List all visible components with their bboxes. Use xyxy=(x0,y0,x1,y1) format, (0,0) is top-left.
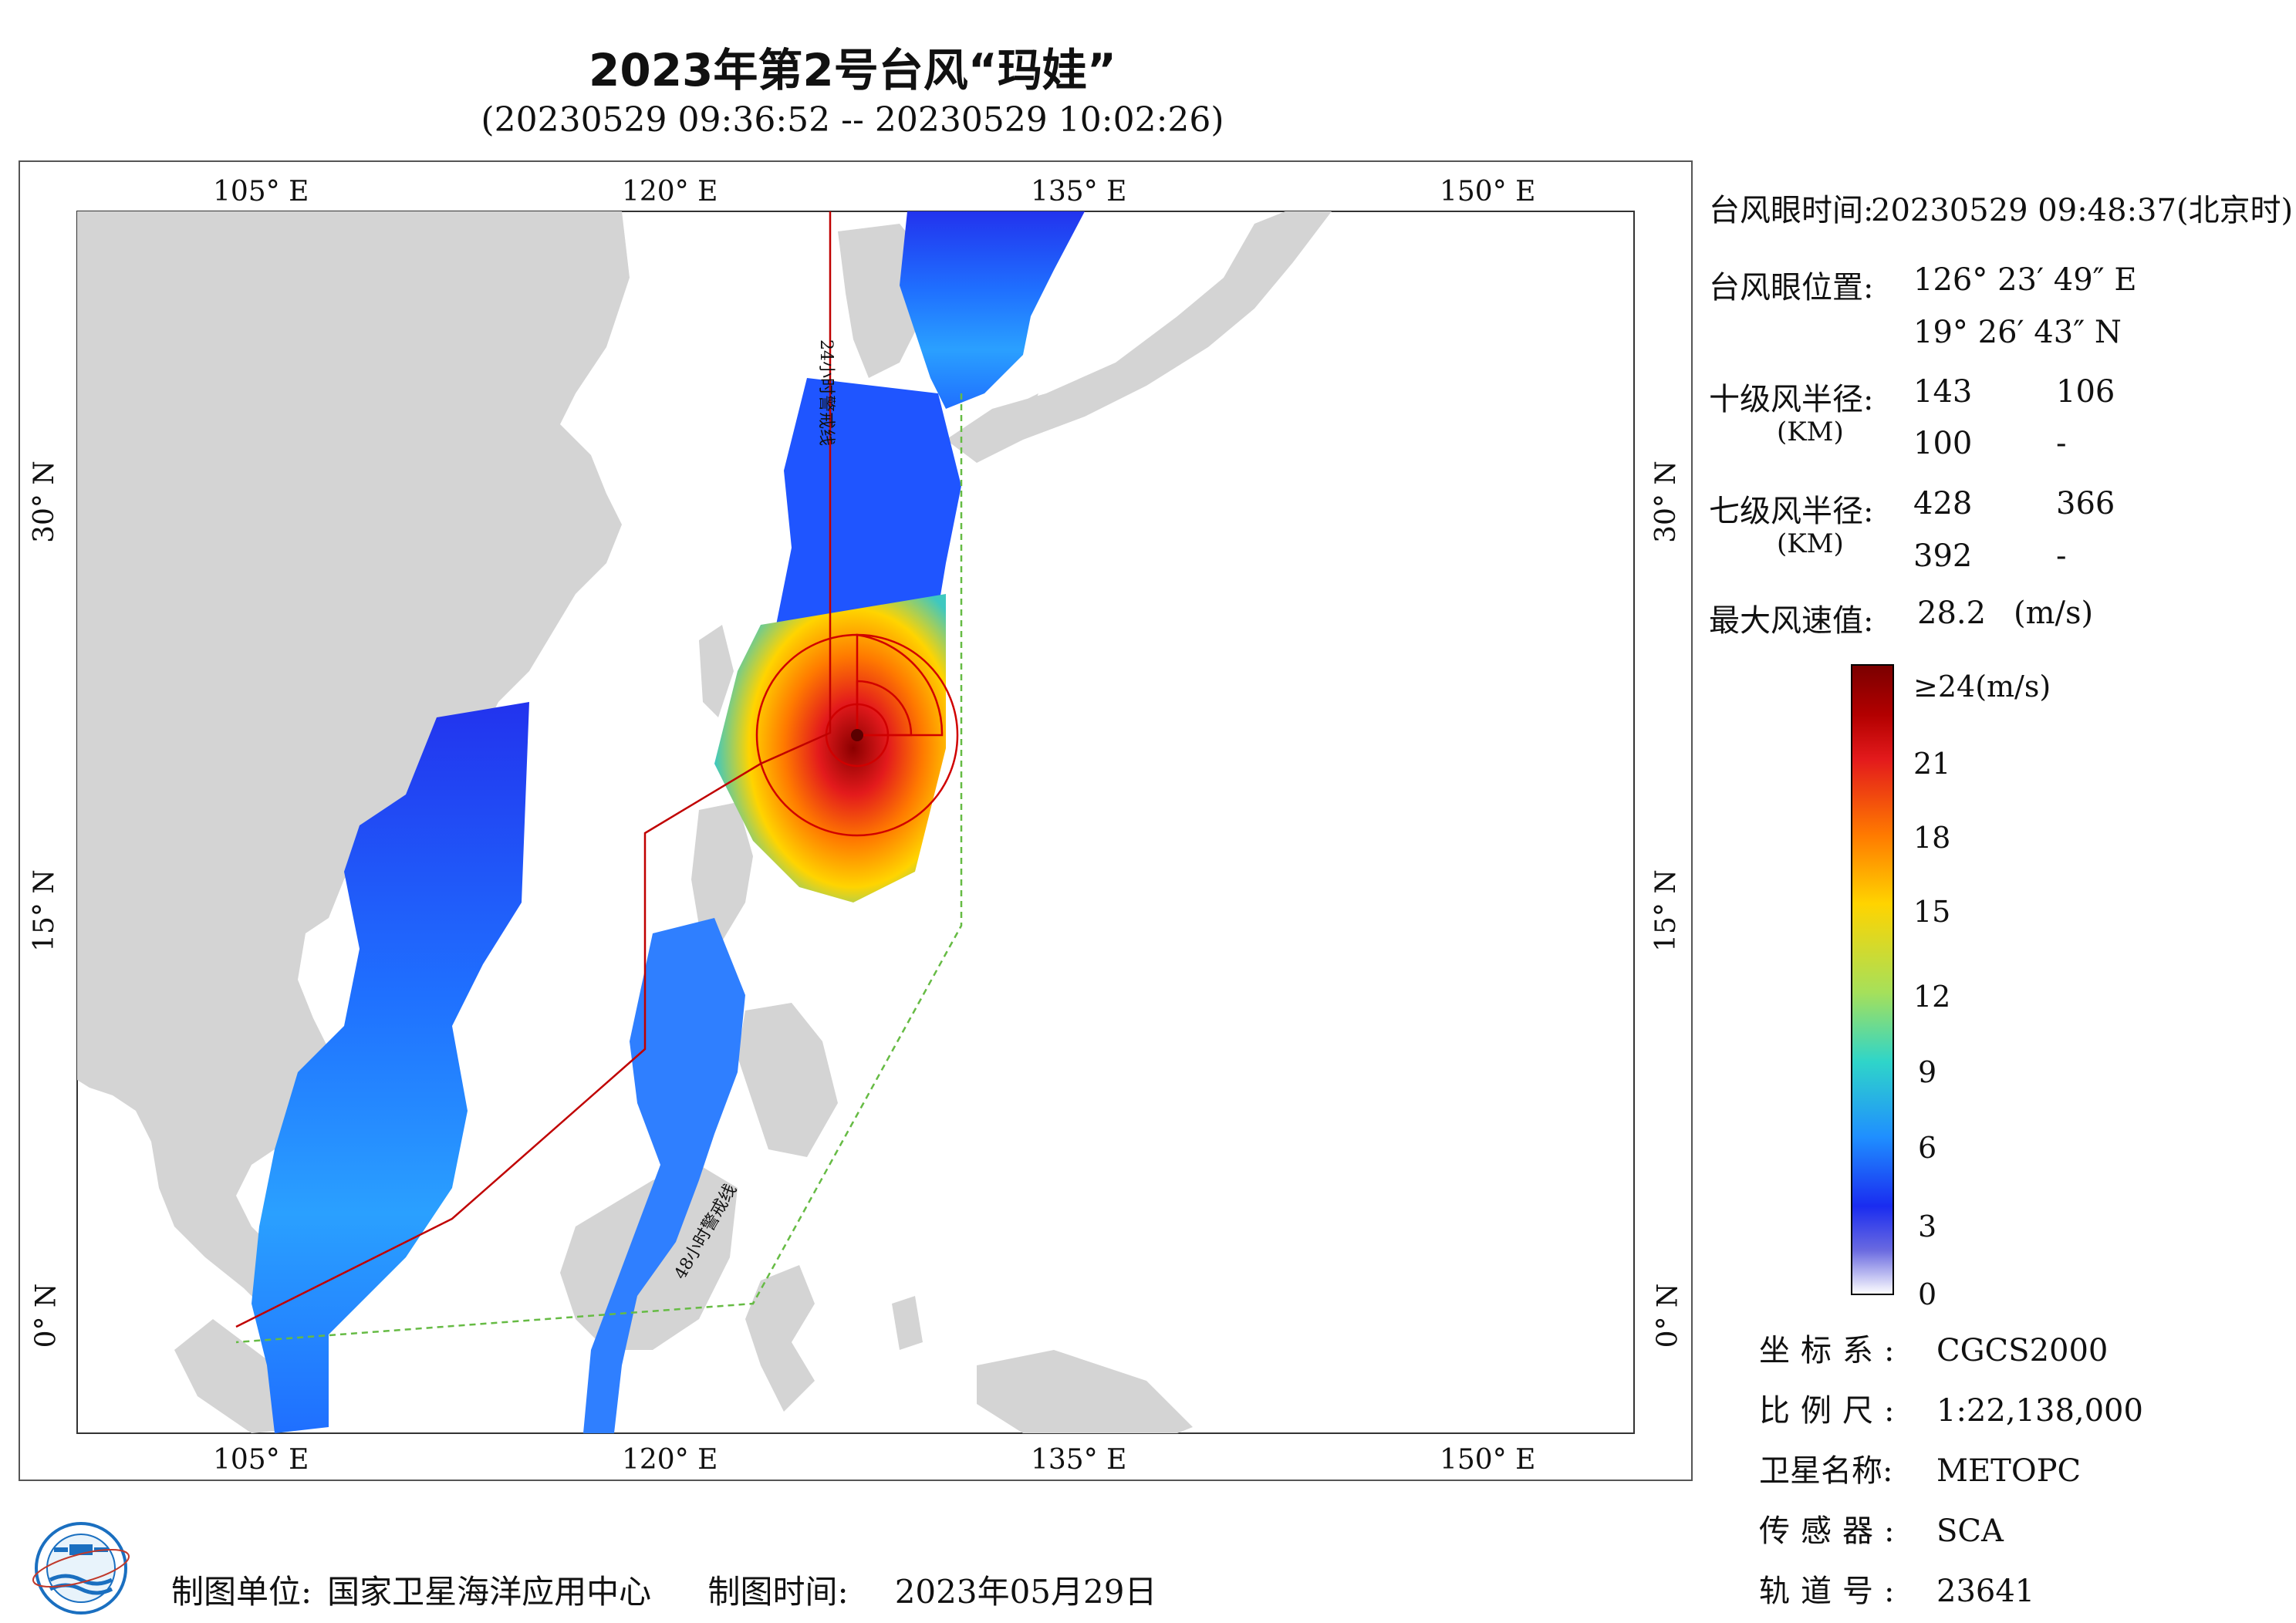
map-time-range: (20230529 09:36:52 -- 20230529 10:02:26) xyxy=(481,100,1224,140)
r7-value-nw: - xyxy=(2056,538,2067,574)
swath-philippines-west xyxy=(583,918,745,1433)
left-tick-0n: 0° N xyxy=(30,1283,62,1348)
colorbar xyxy=(1851,664,1894,1295)
eye-lon: 126° 23′ 49″ E xyxy=(1913,262,2137,298)
meta-row-sensor: 传感器: SCA xyxy=(1759,1513,2004,1549)
warning-24-label: 24小时警戒线 xyxy=(816,339,836,446)
r7-unit: (KM) xyxy=(1777,528,1844,559)
colorbar-tick-9: 9 xyxy=(1918,1055,1937,1089)
top-tick-105: 105° E xyxy=(213,176,309,208)
r10-value-sw: 100 xyxy=(1913,426,1973,461)
max-wind-value: 28.2 xyxy=(1917,596,1987,631)
r10-unit: (KM) xyxy=(1777,417,1844,447)
bottom-tick-120: 120° E xyxy=(622,1444,718,1476)
left-tick-30n: 30° N xyxy=(28,461,60,543)
eye-lat: 19° 26′ 43″ N xyxy=(1913,315,2122,350)
map-canvas: 24小时警戒线 48小时警戒线 xyxy=(76,211,1635,1434)
meta-row-satellite: 卫星名称: METOPC xyxy=(1759,1453,2082,1489)
footer-time-value: 2023年05月29日 xyxy=(894,1573,1157,1611)
bottom-tick-150: 150° E xyxy=(1440,1444,1536,1476)
max-wind-label: 最大风速值: xyxy=(1709,603,1874,639)
colorbar-tick-21: 21 xyxy=(1913,747,1951,781)
left-tick-15n: 15° N xyxy=(28,869,60,952)
warning-line-48h xyxy=(235,393,963,1344)
swath-south-china-sea xyxy=(252,702,529,1433)
top-tick-120: 120° E xyxy=(622,176,718,208)
r7-value-sw: 392 xyxy=(1913,538,1973,574)
footer-unit-value: 国家卫星海洋应用中心 xyxy=(327,1573,652,1611)
wind-swaths xyxy=(252,211,1085,1433)
swath-korea xyxy=(900,211,1085,409)
r7-label: 七级风半径: xyxy=(1709,494,1874,529)
r10-value-nw: - xyxy=(2056,426,2067,461)
colorbar-tick-15: 15 xyxy=(1913,895,1951,929)
top-tick-150: 150° E xyxy=(1440,176,1536,208)
eye-pos-label: 台风眼位置: xyxy=(1709,270,1874,305)
map-frame: 24小时警戒线 48小时警戒线 105° E 120° E 135° E 150… xyxy=(19,160,1693,1481)
footer-time-label: 制图时间: xyxy=(707,1573,849,1611)
colorbar-tick-0: 0 xyxy=(1918,1277,1937,1311)
r7-value-se: 366 xyxy=(2056,486,2115,521)
colorbar-tick-3: 3 xyxy=(1918,1210,1937,1243)
meta-row-orbit: 轨道号: 23641 xyxy=(1759,1574,2035,1609)
map-footer: 制图单位: 国家卫星海洋应用中心 制图时间: 2023年05月29日 xyxy=(171,1566,1203,1613)
eye-time-label: 台风眼时间: xyxy=(1709,193,1874,228)
swath-east-china-sea xyxy=(776,378,961,625)
footer-unit-label: 制图单位: xyxy=(171,1573,312,1611)
colorbar-tick-6: 6 xyxy=(1918,1131,1937,1165)
colorbar-tick-18: 18 xyxy=(1913,821,1951,855)
r10-label: 十级风半径: xyxy=(1709,382,1874,417)
bottom-tick-105: 105° E xyxy=(213,1444,309,1476)
right-tick-30n: 30° N xyxy=(1649,461,1682,543)
meta-row-scale: 比例尺: 1:22,138,000 xyxy=(1759,1393,2143,1429)
eye-time-value: 20230529 09:48:37(北京时) xyxy=(1871,193,2294,228)
typhoon-eye xyxy=(851,729,863,741)
bottom-tick-135: 135° E xyxy=(1031,1444,1127,1476)
r10-value-se: 106 xyxy=(2056,374,2115,410)
r7-value-ne: 428 xyxy=(1913,486,1973,521)
warning-line-24h xyxy=(235,211,832,1328)
max-wind-unit: (m/s) xyxy=(2014,596,2094,631)
map-title: 2023年第2号台风“玛娃” xyxy=(588,44,1117,96)
meta-row-crs: 坐标系: CGCS2000 xyxy=(1759,1333,2109,1368)
nsoas-logo xyxy=(32,1522,130,1615)
top-tick-135: 135° E xyxy=(1031,176,1127,208)
right-tick-0n: 0° N xyxy=(1652,1283,1684,1348)
colorbar-tick-12: 12 xyxy=(1913,980,1951,1014)
right-tick-15n: 15° N xyxy=(1649,869,1682,952)
colorbar-top-label: ≥24(m/s) xyxy=(1913,670,2051,704)
r10-value-ne: 143 xyxy=(1913,374,1973,410)
